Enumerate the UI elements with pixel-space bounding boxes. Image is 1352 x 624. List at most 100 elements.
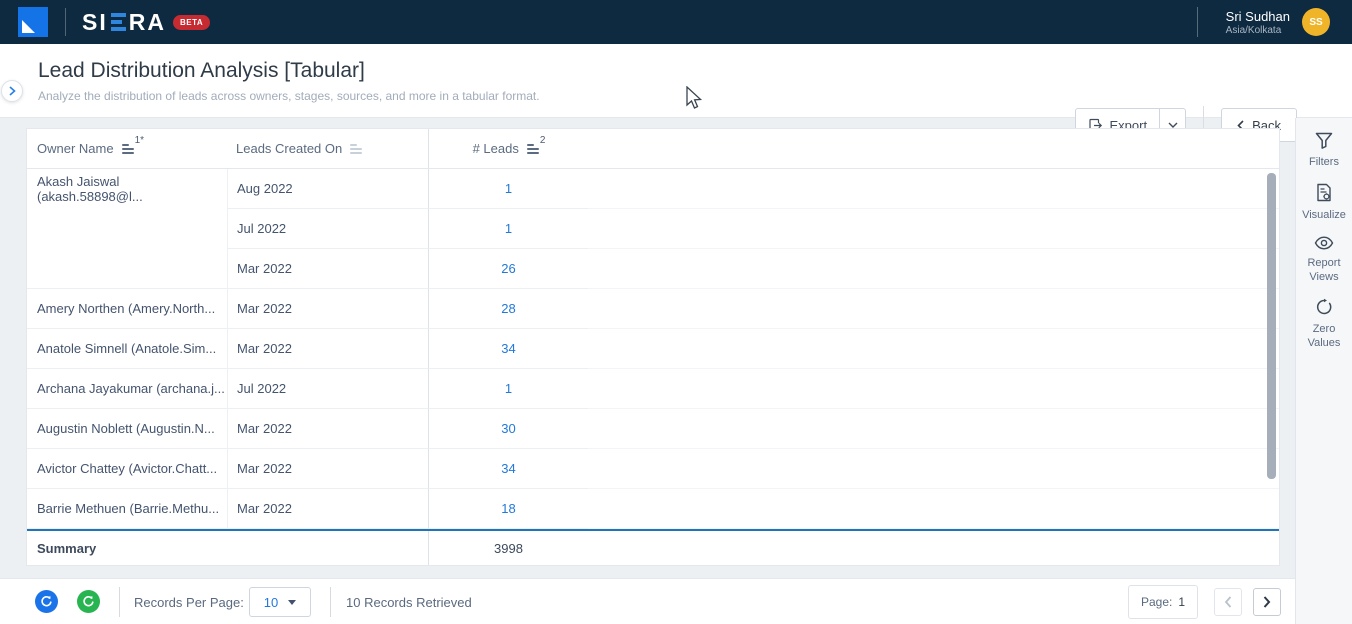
user-info: Sri Sudhan Asia/Kolkata: [1226, 9, 1290, 36]
table-row: Avictor Chattey (Avictor.Chatt... Mar 202…: [27, 449, 1279, 489]
owner-cell: Archana Jayakumar (archana.j...: [27, 369, 227, 409]
table-row: Mar 2022 26: [27, 249, 1279, 289]
siera-brand-logo: SI RA BETA: [82, 8, 211, 36]
leads-value-link[interactable]: 1: [428, 209, 588, 249]
refresh-icon: [41, 595, 52, 607]
owner-cell: Anatole Simnell (Anatole.Sim...: [27, 329, 227, 369]
table-row: Amery Northen (Amery.North... Mar 2022 28: [27, 289, 1279, 329]
summary-total-value: 3998: [428, 531, 588, 565]
leads-value-link[interactable]: 1: [428, 169, 588, 209]
month-cell: Mar 2022: [227, 329, 428, 369]
records-retrieved-text: 10 Records Retrieved: [346, 595, 472, 610]
sort-order-badge: 1*: [134, 135, 145, 146]
column-header-num-leads[interactable]: # Leads 2: [428, 129, 588, 168]
month-cell: Jul 2022: [227, 209, 428, 249]
brand-text-left: SI: [82, 8, 108, 35]
top-app-bar: SI RA BETA Sri Sudhan Asia/Kolkata SS: [0, 0, 1352, 44]
leads-value-link[interactable]: 30: [428, 409, 588, 449]
visualize-icon: [1317, 183, 1331, 202]
table-row: Augustin Noblett (Augustin.N... Mar 2022 3…: [27, 409, 1279, 449]
reload-report-button[interactable]: [77, 590, 100, 613]
sidebar-label: Visualize: [1302, 209, 1346, 221]
chevron-down-icon: [1168, 122, 1178, 128]
leads-value-link[interactable]: 34: [428, 329, 588, 369]
owner-cell: Akash Jaiswal (akash.58898@l...: [37, 174, 143, 204]
leads-created-on-header-label: Leads Created On: [236, 141, 343, 156]
user-name: Sri Sudhan: [1225, 8, 1290, 24]
sidebar-item-visualize[interactable]: Visualize: [1296, 183, 1352, 222]
caret-down-icon: [288, 599, 297, 605]
records-per-page-value: 10: [263, 594, 279, 610]
row-filler: [588, 209, 1279, 249]
month-cell: Aug 2022: [227, 169, 428, 209]
page-title: Lead Distribution Analysis [Tabular]: [38, 59, 365, 82]
column-header-leads-created-on[interactable]: Leads Created On: [227, 129, 428, 168]
summary-month-cell: [227, 531, 428, 565]
user-timezone: Asia/Kolkata: [1225, 24, 1282, 36]
topbar-divider: [65, 8, 66, 36]
sidebar-item-report-views[interactable]: Report Views: [1296, 236, 1352, 284]
leads-value-link[interactable]: 18: [428, 489, 588, 529]
month-cell: Mar 2022: [227, 449, 428, 489]
table-row: Barrie Methuen (Barrie.Methu... Mar 2022 1…: [27, 489, 1279, 529]
export-dropdown-toggle[interactable]: [1159, 109, 1185, 141]
sort-icon: [121, 143, 134, 154]
avatar[interactable]: SS: [1302, 8, 1330, 36]
eye-icon: [1314, 236, 1334, 250]
row-filler: [588, 329, 1279, 369]
records-per-page-select[interactable]: 10: [249, 587, 311, 617]
sort-order-badge: 2: [539, 135, 546, 146]
month-cell: Mar 2022: [227, 249, 428, 289]
table-row: Jul 2022 1: [27, 209, 1279, 249]
lead-distribution-table: Owner Name 1* Leads Created On # Leads 2…: [26, 128, 1280, 566]
vertical-scrollbar[interactable]: [1267, 173, 1276, 479]
table-row: Akash Jaiswal (akash.58898@l... Aug 2022 1: [27, 169, 1279, 209]
owner-cell: Barrie Methuen (Barrie.Methu...: [27, 489, 227, 529]
page-label: Page:: [1141, 595, 1173, 609]
page-subtitle: Analyze the distribution of leads across…: [38, 89, 540, 103]
row-filler: [588, 449, 1279, 489]
chevron-left-icon: [1224, 596, 1232, 608]
brand-text-right: RA: [128, 8, 166, 35]
sort-icon: [526, 143, 539, 154]
chevron-right-icon: [8, 86, 16, 96]
leads-value-link[interactable]: 26: [428, 249, 588, 289]
refresh-data-button[interactable]: [35, 590, 58, 613]
sidebar-item-filters[interactable]: Filters: [1296, 132, 1352, 169]
owner-cell: [27, 209, 227, 249]
beta-badge: BETA: [172, 14, 211, 30]
leads-value-link[interactable]: 28: [428, 289, 588, 329]
page-number: 1: [1178, 595, 1186, 609]
owner-cell: [27, 249, 227, 289]
leads-value-link[interactable]: 34: [428, 449, 588, 489]
sort-icon-inactive: [350, 143, 363, 154]
table-body: Akash Jaiswal (akash.58898@l... Aug 2022 1…: [27, 169, 1279, 529]
month-cell: Jul 2022: [227, 369, 428, 409]
owner-cell: Augustin Noblett (Augustin.N...: [27, 409, 227, 449]
report-tools-sidebar: Filters Visualize Report Views Zero Valu…: [1295, 118, 1352, 624]
sidebar-item-zero-values[interactable]: Zero Values: [1296, 298, 1352, 350]
row-filler: [588, 489, 1279, 529]
sidebar-label: Zero Values: [1307, 323, 1341, 349]
table-row: Archana Jayakumar (archana.j... Jul 2022 1: [27, 369, 1279, 409]
chevron-right-icon: [1263, 596, 1271, 608]
owner-cell: Avictor Chattey (Avictor.Chatt...: [27, 449, 227, 489]
user-divider: [1196, 7, 1198, 37]
next-page-button[interactable]: [1253, 588, 1281, 616]
row-filler: [588, 289, 1279, 329]
table-footer-bar: Records Per Page: 10 10 Records Retrieve…: [0, 578, 1295, 624]
owner-cell: Amery Northen (Amery.North...: [27, 289, 227, 329]
leads-value-link[interactable]: 1: [428, 369, 588, 409]
summary-label: Summary: [37, 540, 97, 556]
previous-page-button[interactable]: [1214, 588, 1242, 616]
page-header: Lead Distribution Analysis [Tabular] Ana…: [0, 44, 1352, 144]
company-logo[interactable]: [18, 7, 48, 37]
header-filler: [588, 129, 1279, 168]
column-header-owner-name[interactable]: Owner Name 1*: [27, 129, 227, 168]
row-filler: [588, 249, 1279, 289]
zero-values-icon: [1316, 298, 1332, 315]
refresh-icon: [83, 595, 94, 607]
panel-expand-button[interactable]: [1, 80, 23, 102]
sidebar-label: Filters: [1309, 156, 1339, 168]
summary-row: Summary 3998: [27, 529, 1279, 565]
